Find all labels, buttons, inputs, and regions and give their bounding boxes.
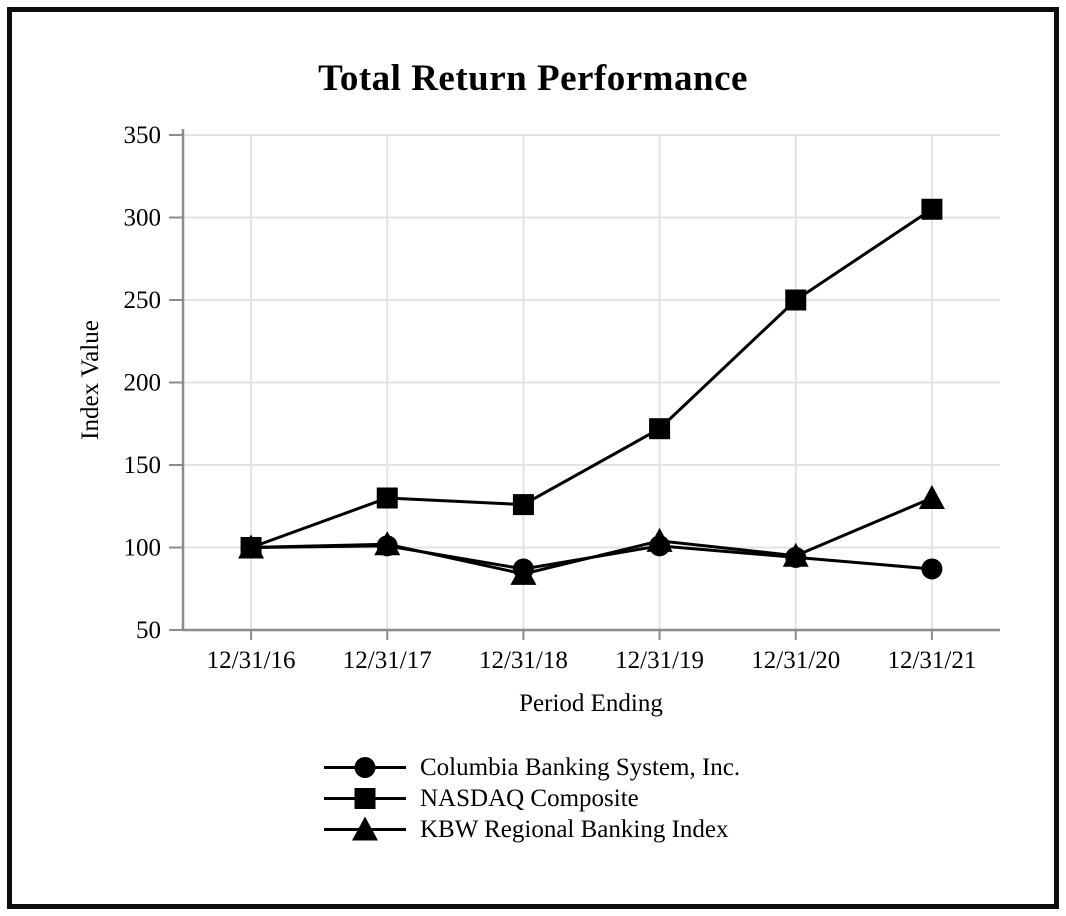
square-marker-icon xyxy=(354,788,376,809)
square-marker-icon xyxy=(785,289,807,311)
x-axis-title: Period Ending xyxy=(519,690,663,717)
legend: Columbia Banking System, Inc. NASDAQ Com… xyxy=(322,752,740,845)
x-tick-label: 12/31/21 xyxy=(887,647,976,674)
square-marker-icon xyxy=(921,198,943,220)
square-marker-icon xyxy=(324,788,406,809)
circle-marker-icon xyxy=(324,757,406,778)
circle-marker-icon xyxy=(921,558,943,580)
series-line xyxy=(250,208,933,549)
legend-label: KBW Regional Banking Index xyxy=(420,816,729,843)
y-tick-label: 150 xyxy=(124,452,162,479)
triangle-marker-icon xyxy=(238,534,265,559)
y-tick-label: 200 xyxy=(124,370,162,397)
square-marker-icon xyxy=(649,418,671,440)
y-tick-label: 250 xyxy=(124,287,162,314)
triangle-marker-icon xyxy=(352,816,378,841)
triangle-marker-icon xyxy=(324,816,406,841)
triangle-marker-icon xyxy=(918,485,945,509)
series-line xyxy=(251,496,933,576)
x-tick-label: 12/31/18 xyxy=(479,647,568,674)
legend-item-columbia: Columbia Banking System, Inc. xyxy=(322,752,740,783)
y-tick-label: 100 xyxy=(124,535,162,562)
triangle-marker-icon xyxy=(782,542,809,567)
legend-item-kbw: KBW Regional Banking Index xyxy=(322,814,740,845)
circle-marker-icon xyxy=(354,757,376,778)
square-marker-icon xyxy=(376,487,398,509)
y-tick-label: 300 xyxy=(124,205,162,232)
x-tick-label: 12/31/17 xyxy=(343,647,432,674)
legend-item-nasdaq: NASDAQ Composite xyxy=(322,783,740,814)
legend-label: NASDAQ Composite xyxy=(420,785,639,812)
y-tick-label: 350 xyxy=(124,122,162,149)
triangle-marker-icon xyxy=(510,560,537,585)
chart-title: Total Return Performance xyxy=(318,58,748,99)
y-axis-title: Index Value xyxy=(77,320,104,440)
x-tick-label: 12/31/19 xyxy=(615,647,704,674)
triangle-marker-icon xyxy=(374,531,401,556)
y-tick-label: 50 xyxy=(136,617,161,644)
triangle-marker-icon xyxy=(646,527,673,552)
square-marker-icon xyxy=(512,494,534,516)
x-tick-label: 12/31/16 xyxy=(207,647,296,674)
x-tick-label: 12/31/20 xyxy=(751,647,840,674)
legend-label: Columbia Banking System, Inc. xyxy=(420,754,741,781)
